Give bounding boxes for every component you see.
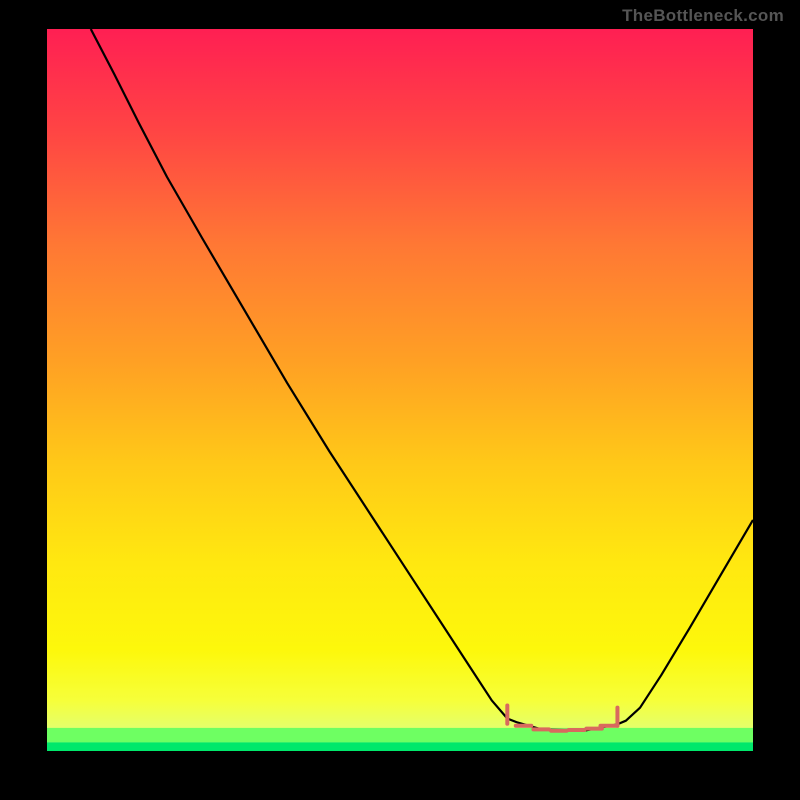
chart-container: TheBottleneck.com xyxy=(0,0,800,800)
gradient-background xyxy=(47,29,753,751)
plot-area xyxy=(47,29,753,751)
chart-svg xyxy=(47,29,753,751)
green-bands xyxy=(47,728,753,751)
watermark-text: TheBottleneck.com xyxy=(622,6,784,26)
